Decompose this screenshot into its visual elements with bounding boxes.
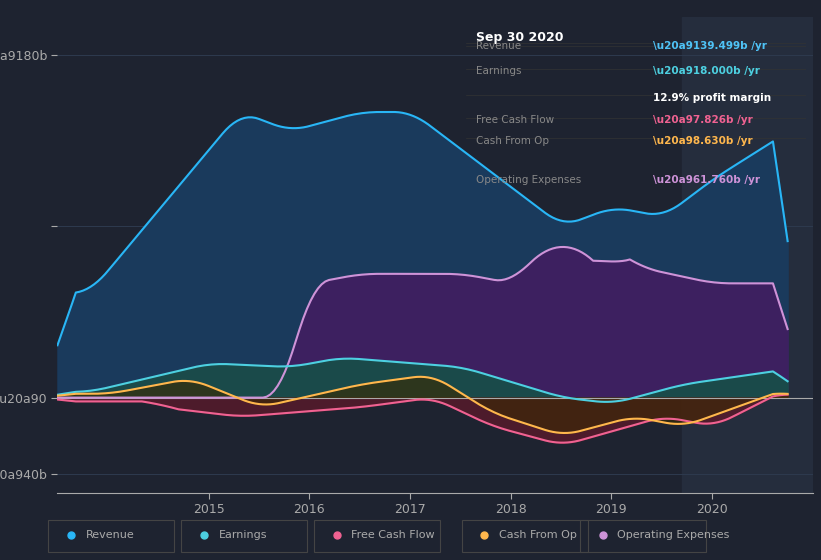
Text: Free Cash Flow: Free Cash Flow xyxy=(475,115,554,125)
Text: Revenue: Revenue xyxy=(85,530,134,540)
Text: Earnings: Earnings xyxy=(218,530,267,540)
Text: \u20a97.826b /yr: \u20a97.826b /yr xyxy=(653,115,753,125)
Bar xyxy=(682,17,813,493)
Text: Free Cash Flow: Free Cash Flow xyxy=(351,530,435,540)
Text: \u20a918.000b /yr: \u20a918.000b /yr xyxy=(653,66,759,76)
Text: Sep 30 2020: Sep 30 2020 xyxy=(475,31,563,44)
Text: \u20a961.760b /yr: \u20a961.760b /yr xyxy=(653,175,760,185)
Text: \u20a9139.499b /yr: \u20a9139.499b /yr xyxy=(653,41,767,51)
Text: \u20a98.630b /yr: \u20a98.630b /yr xyxy=(653,136,753,146)
Text: Earnings: Earnings xyxy=(475,66,521,76)
Text: Cash From Op: Cash From Op xyxy=(475,136,548,146)
Text: Operating Expenses: Operating Expenses xyxy=(617,530,730,540)
Text: Cash From Op: Cash From Op xyxy=(499,530,577,540)
Text: 12.9% profit margin: 12.9% profit margin xyxy=(653,93,771,102)
Text: Operating Expenses: Operating Expenses xyxy=(475,175,581,185)
Text: Revenue: Revenue xyxy=(475,41,521,51)
